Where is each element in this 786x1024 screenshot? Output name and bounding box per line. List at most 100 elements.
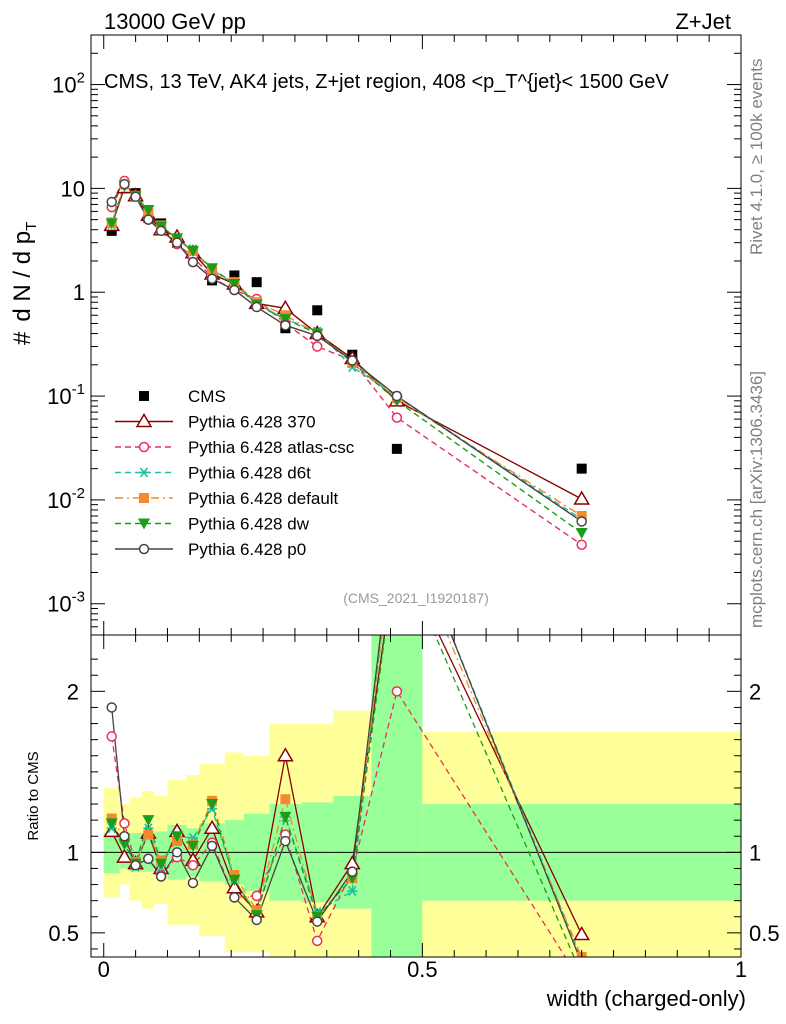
legend-marker [135,413,153,428]
legend-marker [139,391,149,401]
y-tick-label: 10-3 [47,589,85,617]
ratio-point [143,829,154,840]
ratio-point [103,822,121,838]
uncertainty-band-inner [103,833,120,874]
header-right: Z+Jet [675,9,731,34]
legend-label: Pythia 6.428 atlas-csc [188,438,355,457]
ratio-frame [90,634,742,958]
ratio-point [187,859,199,871]
ratio-point [573,925,590,941]
ratio-point [576,970,588,981]
data-point [280,320,291,331]
legend-label: Pythia 6.428 370 [188,413,316,432]
data-point [391,390,403,402]
ratio-point [577,959,586,968]
y-tick-label: 1 [73,280,85,305]
x-axis-label: width (charged-only) [546,986,746,1011]
ratio-point [106,731,117,742]
data-point [279,314,292,326]
ratio-point [311,916,323,927]
data-point [251,277,262,288]
ratio-point [347,866,358,877]
ratio-point [187,877,199,889]
legend-label: Pythia 6.428 dw [188,515,310,534]
data-point [576,539,587,550]
ratio-point [203,819,221,834]
legend-label: Pythia 6.428 default [188,489,339,508]
data-point [251,301,262,313]
ratio-point [171,831,184,843]
ratio-point [251,914,262,926]
data-point [187,256,199,268]
ratio-point [279,811,292,823]
legend-marker [139,493,149,503]
ratio-point [171,847,183,858]
data-point [206,273,218,284]
ratio-point [277,747,294,762]
ratio-point [206,799,219,811]
legend-marker [138,543,150,555]
ratio-point [228,874,241,886]
ratio-point [106,702,117,713]
legend-label: CMS [188,387,226,406]
data-point [311,341,323,352]
data-point [186,245,199,257]
ratio-point [119,818,130,829]
y-tick-label: 10-2 [47,485,85,513]
data-point [106,196,117,208]
data-point [391,443,402,454]
ratio-point [186,840,199,852]
ratio-point [280,794,291,805]
legend-marker [138,518,150,530]
ratio-point [143,853,154,865]
main-ylabel: #d N / d pT [9,222,40,345]
data-point [573,490,590,505]
ratio-ylabel: Ratio to CMS [25,751,42,840]
ratio-point [347,885,358,896]
y-tick-label: 10-1 [47,381,85,409]
data-point [206,263,219,275]
rivet-label: Rivet 4.1.0, ≥ 100k events [747,59,766,255]
ratio-point [130,859,141,871]
y-tick-label: 10 [61,176,85,201]
data-point [576,510,587,521]
legend-label: Pythia 6.428 p0 [188,540,306,559]
ratio-panel: 0.5 0.51 12 20 0.5 1 Ratio to CMS width (char… [25,634,780,1011]
data-point [576,516,587,527]
ratio-y-tick-label: 1 [67,840,79,865]
ratio-point [229,892,240,903]
ratio-y-tick-label-right: 1 [749,840,761,865]
legend-label: Pythia 6.428 d6t [188,464,311,483]
header-left: 13000 GeV pp [104,9,246,34]
data-point [105,218,118,230]
main-title: CMS, 13 TeV, AK4 jets, Z+jet region, 408… [104,71,669,93]
data-point [311,330,323,342]
ratio-y-tick-label-right: 2 [749,679,761,704]
ratio-point [118,839,131,851]
analysis-id: (CMS_2021_I1920187) [343,590,489,606]
x-tick-label: 0 [98,957,110,982]
data-point [228,279,241,291]
data-point [312,305,323,316]
ratio-y-tick-label-right: 0.5 [749,921,780,946]
ratio-point [116,848,133,863]
ratio-point [206,840,218,852]
ratio-y-tick-label: 2 [67,679,79,704]
x-tick-label: 1 [735,957,747,982]
data-point [575,528,588,540]
data-point [171,237,183,248]
data-point [576,463,587,474]
data-point [391,412,403,423]
ratio-y-tick-label: 0.5 [48,921,79,946]
data-point [347,355,358,366]
x-tick-label: 0.5 [407,957,438,982]
main-panel: 10-3 10-2 10-1 1 10 102 CMS, 13 TeV, AK4 jets… [47,34,742,636]
ratio-point [311,935,323,947]
legend-marker [138,441,150,453]
data-point [142,204,155,216]
data-point [155,225,167,237]
ratio-point [391,686,403,697]
main-plot-area [91,35,741,635]
ratio-point [119,831,130,842]
